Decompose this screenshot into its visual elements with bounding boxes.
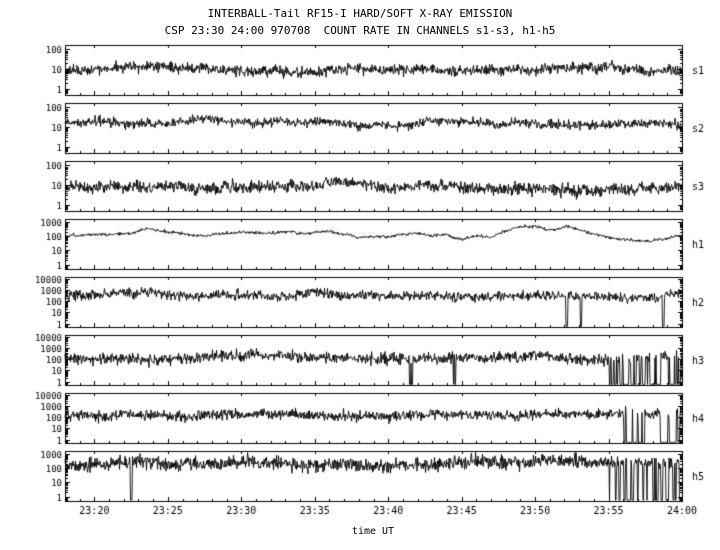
plot-title: INTERBALL-Tail RF15-I HARD/SOFT X-RAY EM… xyxy=(207,7,513,20)
x-axis-label: time UT xyxy=(351,526,395,537)
plot-subtitle: CSP 23:30 24:00 970708 COUNT RATE IN CHA… xyxy=(164,24,556,37)
